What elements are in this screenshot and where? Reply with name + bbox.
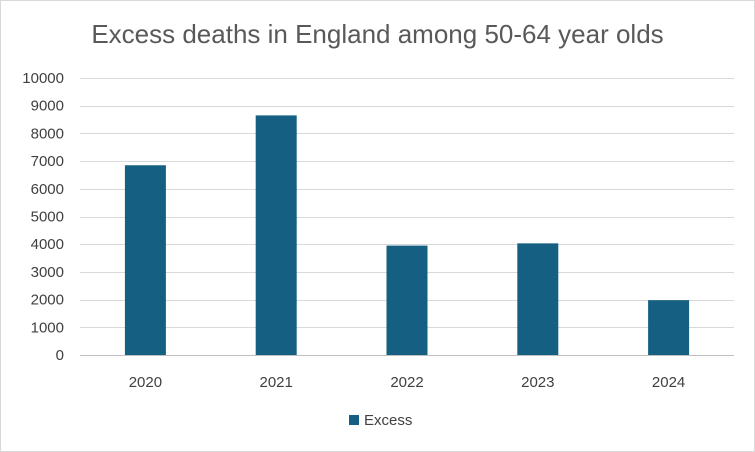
legend-swatch <box>349 415 359 425</box>
chart-title: Excess deaths in England among 50-64 yea… <box>91 19 664 49</box>
y-tick-label: 8000 <box>31 125 64 142</box>
x-tick-label: 2020 <box>129 374 162 391</box>
bar <box>386 245 428 355</box>
bar <box>517 243 559 355</box>
y-tick-label: 4000 <box>31 236 64 253</box>
x-tick-label: 2021 <box>260 374 293 391</box>
y-tick-label: 1000 <box>31 319 64 336</box>
bar <box>255 115 297 356</box>
x-tick-label: 2022 <box>390 374 423 391</box>
bar <box>648 300 690 355</box>
y-tick-label: 6000 <box>31 181 64 198</box>
y-tick-label: 7000 <box>31 153 64 170</box>
bar <box>124 165 166 355</box>
y-tick-label: 5000 <box>31 209 64 226</box>
y-tick-label: 3000 <box>31 264 64 281</box>
y-tick-label: 10000 <box>22 70 64 87</box>
x-tick-label: 2023 <box>521 374 554 391</box>
y-tick-label: 0 <box>56 347 64 364</box>
y-tick-label: 9000 <box>31 98 64 115</box>
x-tick-label: 2024 <box>652 374 685 391</box>
y-tick-label: 2000 <box>31 292 64 309</box>
legend-label: Excess <box>364 412 412 429</box>
